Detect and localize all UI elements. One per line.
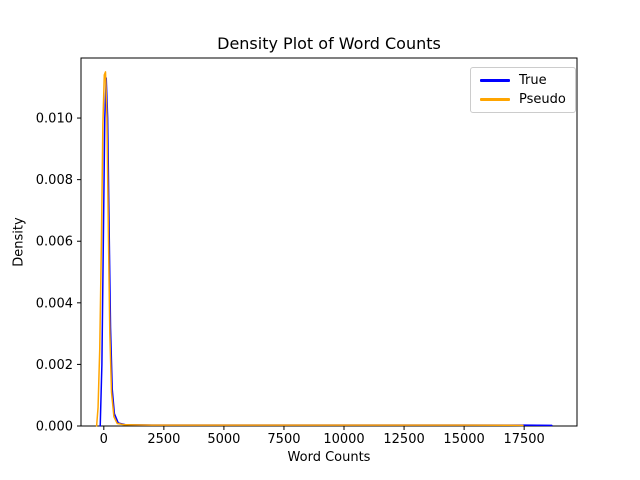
y-tick-label: 0.008 <box>36 173 73 188</box>
x-tick-label: 15000 <box>443 432 484 447</box>
y-tick-label: 0.004 <box>36 296 73 311</box>
legend-label-pseudo: Pseudo <box>519 92 566 107</box>
x-tick-label: 5000 <box>207 432 240 447</box>
legend-line-pseudo-icon <box>480 98 510 101</box>
x-tick-label: 12500 <box>383 432 424 447</box>
legend: True Pseudo <box>470 67 576 113</box>
x-axis-label: Word Counts <box>287 450 371 465</box>
y-tick-label: 0.006 <box>36 235 73 250</box>
y-axis-label: Density <box>11 217 27 267</box>
legend-label-true: True <box>519 73 547 88</box>
axes-frame <box>80 57 578 427</box>
y-tick-label: 0.002 <box>36 358 73 373</box>
chart-title: Density Plot of Word Counts <box>217 34 441 53</box>
series-line-true <box>99 77 553 427</box>
y-tick-label: 0.000 <box>36 420 73 435</box>
legend-entry-true: True <box>471 71 566 90</box>
series-line-pseudo <box>95 71 524 427</box>
y-tick-label: 0.010 <box>36 112 73 127</box>
legend-line-true-icon <box>480 79 510 82</box>
x-tick-label: 17500 <box>503 432 544 447</box>
x-tick-label: 0 <box>100 432 108 447</box>
legend-entry-pseudo: Pseudo <box>471 90 566 109</box>
x-tick-label: 7500 <box>267 432 300 447</box>
x-tick-label: 10000 <box>323 432 364 447</box>
x-tick-label: 2500 <box>147 432 180 447</box>
